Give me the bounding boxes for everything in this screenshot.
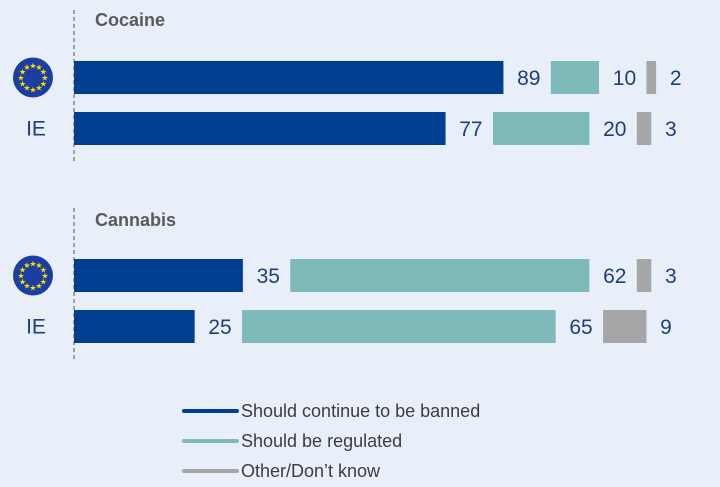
bar-segment: [636, 259, 652, 292]
data-label: 35: [257, 265, 280, 288]
bar-segment: [636, 112, 652, 145]
svg-text:★: ★: [19, 277, 26, 286]
svg-text:★: ★: [41, 271, 48, 280]
bar-segment: [290, 259, 590, 292]
eu-flag-icon: ★★★★★★★★★★★★: [13, 255, 53, 296]
data-label: 89: [517, 67, 540, 90]
data-label: 77: [459, 118, 482, 141]
svg-text:★: ★: [29, 259, 36, 268]
data-label: 9: [660, 316, 672, 339]
bar-segment: [242, 310, 556, 343]
bar-segment: [603, 310, 647, 343]
data-label: 25: [208, 316, 231, 339]
svg-text:★: ★: [35, 282, 42, 291]
legend-item-other: Other/Don’t know: [182, 456, 480, 486]
legend-swatch-banned: [182, 409, 239, 413]
svg-text:★: ★: [35, 261, 42, 270]
chart-legend: Should continue to be banned Should be r…: [182, 396, 480, 486]
legend-item-regulated: Should be regulated: [182, 426, 480, 456]
svg-text:★: ★: [40, 67, 47, 76]
data-label: 65: [569, 316, 592, 339]
svg-text:★: ★: [19, 79, 26, 88]
legend-label-other: Other/Don’t know: [241, 460, 381, 481]
bar-segment: [74, 259, 243, 292]
bar-segment: [74, 112, 446, 145]
eu-flag-icon: ★★★★★★★★★★★★: [13, 57, 53, 98]
data-label: 20: [603, 118, 626, 141]
bar-segment: [492, 112, 590, 145]
svg-text:★: ★: [35, 84, 42, 93]
svg-text:★: ★: [29, 61, 36, 70]
row-label: IE: [26, 118, 46, 141]
group-title: Cocaine: [95, 10, 165, 30]
svg-text:★: ★: [29, 283, 36, 292]
data-label: 2: [670, 67, 682, 90]
data-label: 3: [665, 118, 677, 141]
svg-text:★: ★: [40, 265, 47, 274]
svg-text:★: ★: [23, 261, 30, 270]
svg-text:★: ★: [23, 63, 30, 72]
legend-item-banned: Should continue to be banned: [182, 396, 480, 426]
svg-text:★: ★: [40, 79, 47, 88]
data-label: 62: [603, 265, 626, 288]
data-label: 3: [665, 265, 677, 288]
svg-text:★: ★: [23, 84, 30, 93]
svg-text:★: ★: [35, 63, 42, 72]
row-label: IE: [26, 316, 46, 339]
svg-text:★: ★: [17, 73, 24, 82]
legend-label-banned: Should continue to be banned: [241, 400, 481, 421]
legend-swatch-regulated: [182, 439, 239, 443]
data-label: 10: [613, 67, 636, 90]
bar-segment: [550, 61, 600, 94]
svg-text:★: ★: [19, 67, 26, 76]
svg-text:★: ★: [40, 277, 47, 286]
svg-text:★: ★: [41, 73, 48, 82]
legend-label-regulated: Should be regulated: [241, 430, 403, 451]
bar-segment: [646, 61, 657, 94]
bar-segment: [74, 310, 195, 343]
legend-swatch-other: [182, 469, 239, 473]
svg-text:★: ★: [19, 265, 26, 274]
svg-text:★: ★: [23, 282, 30, 291]
svg-text:★: ★: [17, 271, 24, 280]
bar-segment: [74, 61, 504, 94]
svg-text:★: ★: [29, 85, 36, 94]
group-title: Cannabis: [95, 210, 176, 230]
